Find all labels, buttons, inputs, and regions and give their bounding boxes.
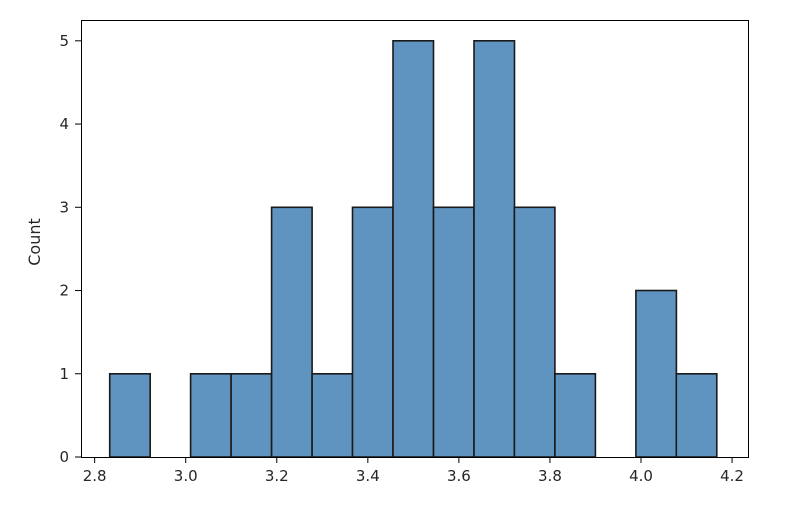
x-tick-label: 3.4 (356, 467, 380, 485)
histogram-bar (270, 206, 313, 458)
histogram-bar (189, 372, 232, 458)
x-tick-label: 4.0 (629, 467, 653, 485)
x-tick-label: 4.2 (720, 467, 744, 485)
y-tick-label: 0 (59, 448, 69, 466)
y-tick-label: 2 (59, 282, 69, 300)
plot-frame (81, 20, 749, 458)
y-tick-label: 3 (59, 198, 69, 216)
y-axis: 0 1 2 3 4 5 (59, 32, 81, 466)
y-axis-label: Count (25, 218, 44, 266)
histogram-bar (513, 206, 556, 458)
bars-layer (108, 39, 718, 458)
histogram-bar (392, 39, 435, 458)
histogram-bar (675, 372, 718, 458)
x-tick-label: 2.8 (83, 467, 107, 485)
histogram-bar (351, 206, 394, 458)
histogram-bar (108, 372, 151, 458)
histogram-bar (473, 39, 516, 458)
y-tick-label: 5 (59, 32, 69, 50)
x-tick-label: 3.8 (538, 467, 562, 485)
histogram-bar (432, 206, 475, 458)
y-tick-label: 4 (59, 115, 69, 133)
histogram-bar (230, 372, 273, 458)
histogram-bar (554, 372, 597, 458)
x-tick-label: 3.0 (174, 467, 198, 485)
histogram-bar (311, 372, 354, 458)
histogram-bar (635, 289, 678, 458)
x-tick-label: 3.2 (265, 467, 289, 485)
x-axis: 2.8 3.0 3.2 3.4 3.6 3.8 4.0 4.2 (83, 457, 744, 485)
x-tick-label: 3.6 (447, 467, 471, 485)
y-tick-label: 1 (59, 365, 69, 383)
